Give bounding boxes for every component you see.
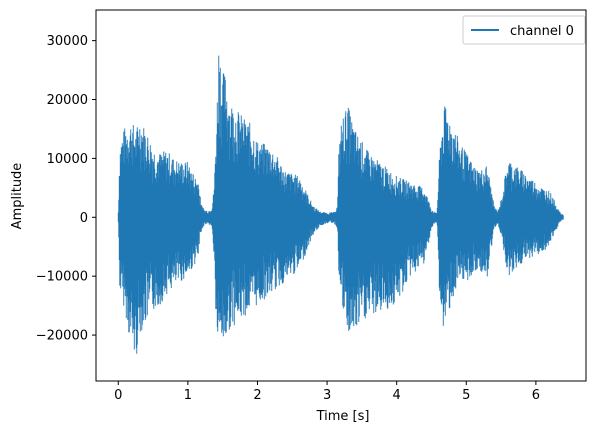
y-axis-label: Amplitude: [10, 163, 25, 230]
axes-layer: [95, 9, 587, 382]
x-tick-label: 1: [184, 388, 192, 403]
y-tick-label: 0: [80, 211, 88, 226]
legend-label-channel-0: channel 0: [510, 24, 574, 39]
x-axis-ticks: 0 1 2 3 4 5 6: [114, 381, 540, 403]
y-axis-ticks: −20000 −10000 0 10000 20000 30000: [36, 34, 96, 344]
legend: channel 0: [462, 15, 586, 45]
x-tick-label: 6: [532, 388, 540, 403]
legend-box: [462, 15, 586, 45]
x-axis-label: Time [s]: [316, 409, 370, 424]
y-tick-label: 20000: [47, 93, 88, 108]
y-tick-label: −10000: [36, 270, 88, 285]
y-tick-label: 30000: [47, 34, 88, 49]
axes-frame: [95, 9, 587, 382]
x-tick-label: 0: [114, 388, 122, 403]
x-tick-label: 4: [393, 388, 401, 403]
x-tick-label: 3: [323, 388, 331, 403]
x-tick-label: 2: [253, 388, 261, 403]
plot-data: [117, 55, 564, 354]
series-line-channel-0: [117, 55, 564, 354]
y-tick-label: 10000: [47, 152, 88, 167]
x-tick-label: 5: [462, 388, 470, 403]
y-tick-label: −20000: [36, 329, 88, 344]
